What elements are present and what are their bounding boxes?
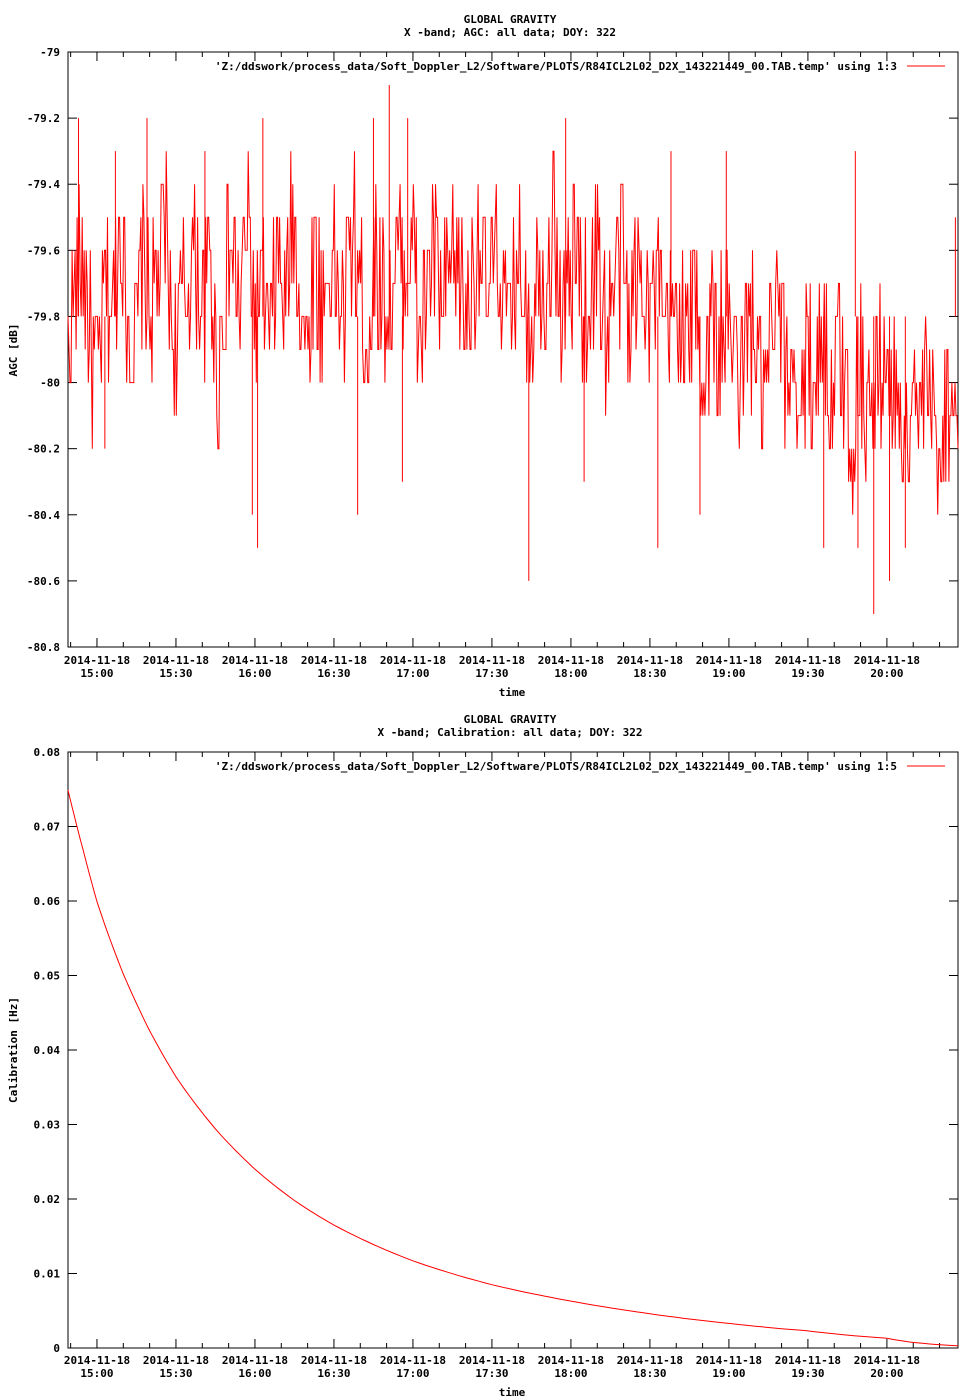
y-tick-label: 0.02: [34, 1193, 61, 1206]
x-tick-time: 20:00: [870, 667, 903, 680]
x-tick-date: 2014-11-18: [143, 654, 209, 667]
y-tick-label: 0.08: [34, 746, 61, 759]
y-tick-label: -79.2: [27, 112, 60, 125]
x-tick-time: 18:30: [633, 667, 666, 680]
y-tick-label: -80.8: [27, 641, 60, 654]
x-tick-time: 15:00: [80, 1367, 113, 1380]
x-tick-date: 2014-11-18: [222, 654, 288, 667]
x-tick-date: 2014-11-18: [854, 1354, 920, 1367]
agc-chart: GLOBAL GRAVITY X -band; AGC: all data; D…: [7, 13, 959, 699]
y-tick-label: 0.04: [34, 1044, 61, 1057]
x-tick-time: 20:00: [870, 1367, 903, 1380]
y-tick-label: 0.01: [34, 1268, 61, 1281]
y-tick-label: -79.8: [27, 310, 60, 323]
chart-subtitle: X -band; Calibration: all data; DOY: 322: [378, 726, 643, 739]
x-tick-date: 2014-11-18: [696, 654, 762, 667]
x-tick-time: 19:30: [791, 667, 824, 680]
x-tick-date: 2014-11-18: [64, 1354, 130, 1367]
x-tick-date: 2014-11-18: [301, 1354, 367, 1367]
chart-title: GLOBAL GRAVITY: [464, 13, 557, 26]
x-tick-time: 19:00: [712, 667, 745, 680]
legend-label: 'Z:/ddswork/process_data/Soft_Doppler_L2…: [215, 760, 897, 773]
x-tick-time: 15:30: [159, 1367, 192, 1380]
x-tick-date: 2014-11-18: [775, 654, 841, 667]
series-line: [67, 789, 959, 1347]
x-axis-label: time: [499, 686, 526, 699]
x-tick-time: 16:00: [238, 667, 271, 680]
y-tick-label: 0.03: [34, 1119, 61, 1132]
x-axis-label: time: [499, 1386, 526, 1399]
x-tick-date: 2014-11-18: [459, 654, 525, 667]
series-line: [67, 150, 959, 515]
x-tick-time: 18:00: [554, 667, 587, 680]
x-tick-date: 2014-11-18: [459, 1354, 525, 1367]
x-tick-date: 2014-11-18: [696, 1354, 762, 1367]
y-tick-label: -79.4: [27, 178, 60, 191]
y-tick-label: -80.2: [27, 443, 60, 456]
y-tick-label: -80.6: [27, 575, 60, 588]
x-tick-date: 2014-11-18: [617, 654, 683, 667]
x-tick-time: 17:00: [396, 667, 429, 680]
y-tick-label: 0: [53, 1342, 60, 1355]
y-tick-label: -79.6: [27, 244, 60, 257]
x-tick-date: 2014-11-18: [143, 1354, 209, 1367]
chart-title: GLOBAL GRAVITY: [464, 713, 557, 726]
plot-frame: [67, 51, 959, 648]
x-tick-time: 15:00: [80, 667, 113, 680]
x-tick-time: 16:00: [238, 1367, 271, 1380]
y-tick-label: -80: [40, 377, 60, 390]
x-tick-date: 2014-11-18: [854, 654, 920, 667]
x-tick-date: 2014-11-18: [380, 1354, 446, 1367]
x-tick-date: 2014-11-18: [301, 654, 367, 667]
x-tick-time: 16:30: [317, 1367, 350, 1380]
x-tick-time: 19:30: [791, 1367, 824, 1380]
x-tick-date: 2014-11-18: [538, 1354, 604, 1367]
x-tick-time: 17:30: [475, 1367, 508, 1380]
x-tick-date: 2014-11-18: [64, 654, 130, 667]
y-axis-label: Calibration [Hz]: [7, 997, 20, 1103]
y-tick-label: 0.06: [34, 895, 61, 908]
x-tick-date: 2014-11-18: [380, 654, 446, 667]
y-tick-label: 0.07: [34, 821, 61, 834]
x-tick-date: 2014-11-18: [617, 1354, 683, 1367]
calibration-chart: GLOBAL GRAVITY X -band; Calibration: all…: [7, 713, 959, 1399]
y-axis-label: AGC [dB]: [7, 324, 20, 377]
plot-frame: [67, 751, 959, 1349]
x-tick-time: 19:00: [712, 1367, 745, 1380]
x-tick-date: 2014-11-18: [775, 1354, 841, 1367]
y-tick-label: 0.05: [34, 970, 61, 983]
legend-label: 'Z:/ddswork/process_data/Soft_Doppler_L2…: [215, 60, 897, 73]
x-tick-time: 17:00: [396, 1367, 429, 1380]
x-tick-time: 15:30: [159, 667, 192, 680]
x-tick-time: 18:30: [633, 1367, 666, 1380]
y-tick-label: -79: [40, 46, 60, 59]
x-tick-time: 17:30: [475, 667, 508, 680]
x-tick-time: 16:30: [317, 667, 350, 680]
x-tick-time: 18:00: [554, 1367, 587, 1380]
y-tick-label: -80.4: [27, 509, 60, 522]
x-tick-date: 2014-11-18: [222, 1354, 288, 1367]
x-tick-date: 2014-11-18: [538, 654, 604, 667]
chart-subtitle: X -band; AGC: all data; DOY: 322: [404, 26, 616, 39]
